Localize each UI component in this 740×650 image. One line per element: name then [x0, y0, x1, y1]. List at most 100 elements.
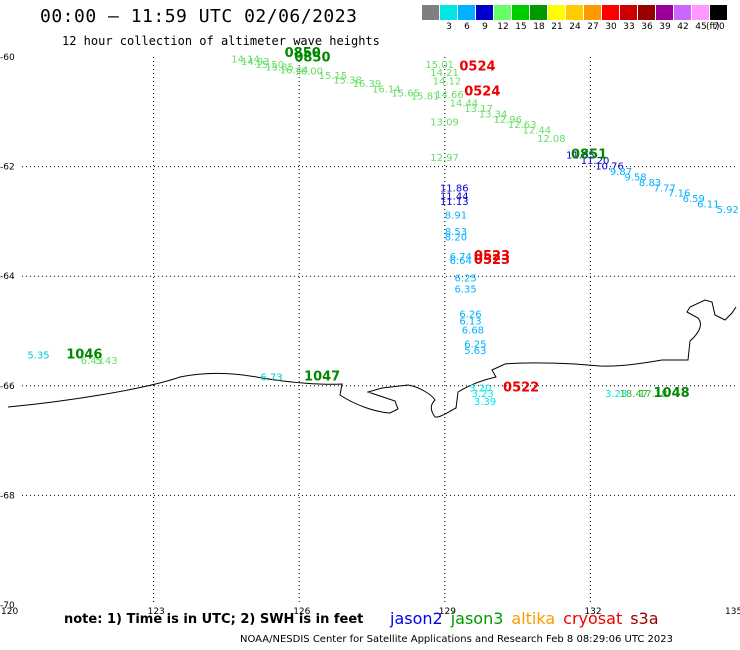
swh-value: 12.63 — [508, 120, 537, 131]
swh-value: 15.01 — [425, 60, 454, 71]
colorbar-swatch — [710, 5, 728, 20]
map-title: 00:00 – 11:59 UTC 02/06/2023 — [40, 6, 358, 27]
swh-value: 13.17 — [464, 104, 493, 115]
swh-value: 6.26 — [459, 309, 481, 320]
lon-tick-label: 120 — [1, 607, 18, 617]
colorbar-swatch — [494, 5, 512, 20]
swh-value: 6.43 — [81, 356, 103, 367]
colorbar-label: 36 — [641, 22, 653, 32]
swh-value: 11.86 — [440, 183, 469, 194]
colorbar-unit: (ft) — [706, 22, 720, 32]
satellite-cryosat: cryosat — [563, 609, 623, 628]
swh-value: 6.13 — [459, 316, 481, 327]
swh-value: 8.91 — [445, 211, 467, 222]
swh-value: 6.59 — [683, 194, 705, 205]
colorbar-swatch — [422, 5, 440, 20]
colorbar-label: 42 — [677, 22, 689, 32]
pass-time-label: 0524 — [459, 60, 495, 75]
satellite-altika: altika — [511, 609, 556, 628]
swh-value: 5.92 — [717, 205, 739, 216]
colorbar-swatch — [638, 5, 656, 20]
lat-tick-label: -60 — [0, 53, 15, 63]
colorbar-swatch — [530, 5, 548, 20]
colorbar-swatch — [548, 5, 566, 20]
swh-value: 16.00 — [294, 67, 323, 78]
swh-value: 6.11 — [697, 200, 719, 211]
lat-tick-label: -68 — [0, 491, 15, 501]
swh-value: 7.16 — [668, 189, 690, 200]
swh-value: 6.64 — [450, 256, 472, 267]
swh-value: 5.43 — [95, 356, 117, 367]
swh-value: 17.18 — [639, 389, 668, 400]
swh-value: 15.15 — [319, 71, 348, 82]
colorbar-label: 70 — [713, 22, 725, 32]
lat-tick-label: -64 — [0, 272, 15, 282]
swh-value: 11.85 — [566, 150, 595, 161]
swh-value: 12.44 — [522, 126, 551, 137]
swh-value: 14.21 — [430, 68, 459, 79]
lon-tick-label: 126 — [293, 607, 310, 617]
swh-value: 6.25 — [464, 339, 486, 350]
swh-value: 7.77 — [653, 183, 675, 194]
pass-time-label: 0850 — [294, 50, 330, 65]
colorbar-label: 3 — [446, 22, 452, 32]
lat-tick-label: -70 — [0, 601, 15, 611]
colorbar-swatch — [512, 5, 530, 20]
pass-time-label: 0523 — [474, 253, 510, 268]
colorbar-label: 12 — [497, 22, 509, 32]
colorbar-label: 33 — [623, 22, 635, 32]
graticule — [22, 57, 736, 605]
colorbar-label: 24 — [569, 22, 581, 32]
swh-value: 10.76 — [595, 161, 624, 172]
swh-value: 6.73 — [260, 372, 282, 383]
swh-value: 3.23 — [605, 389, 627, 400]
colorbar-label: 21 — [551, 22, 563, 32]
swh-value: 6.35 — [455, 285, 477, 296]
pass-time-label: 1046 — [66, 347, 102, 362]
swh-value: 6.74 — [450, 252, 472, 263]
colorbar-label: 27 — [587, 22, 599, 32]
swh-value: 12.08 — [537, 134, 566, 145]
swh-value: 13.09 — [430, 118, 459, 129]
pass-time-label: 0523 — [474, 249, 510, 264]
colorbar-label: 30 — [605, 22, 617, 32]
swh-value: 9.87 — [610, 167, 632, 178]
colorbar-swatch — [476, 5, 494, 20]
colorbar-swatch — [602, 5, 620, 20]
swh-value: 8.53 — [445, 227, 467, 238]
satellite-jason3: jason3 — [450, 609, 504, 628]
pass-time-label: 0850 — [285, 46, 321, 61]
lon-tick-label: 135 — [725, 607, 740, 617]
swh-value: 18.47 — [620, 389, 649, 400]
swh-value: 15.50 — [256, 60, 285, 71]
colorbar-swatch — [674, 5, 692, 20]
swh-value: 3.20 — [469, 383, 491, 394]
swh-value: 16.39 — [353, 79, 382, 90]
swh-value: 11.44 — [440, 191, 469, 202]
axis-ticks: 120 123 126 129 132 135 -60 -62 -64 -66 -68 -70 — [0, 53, 740, 617]
colorbar-label: 15 — [515, 22, 527, 32]
pass-time-label: 0851 — [571, 147, 607, 162]
swh-value: 14.44 — [450, 98, 479, 109]
swh-value: 13.34 — [479, 109, 508, 120]
swh-value: 14.12 — [433, 76, 462, 87]
swh-observations: 14.1414.9315.5015.8516.4416.0015.1515.38… — [27, 54, 738, 408]
pass-time-label: 0524 — [464, 84, 500, 99]
colorbar-label: 9 — [482, 22, 488, 32]
swh-value: 9.58 — [624, 172, 646, 183]
colorbar-swatch — [692, 5, 710, 20]
antarctic-coastline — [7, 299, 737, 418]
swh-value: 14.14 — [231, 54, 260, 65]
colorbar-label: 45 — [695, 22, 707, 32]
swh-value: 12.96 — [493, 115, 522, 126]
colorbar-swatch — [566, 5, 584, 20]
colorbar-swatch — [656, 5, 674, 20]
swh-value: 6.68 — [462, 326, 484, 337]
colorbar-swatch — [584, 5, 602, 20]
swh-value: 11.13 — [440, 197, 469, 208]
swh-value: 11.20 — [581, 156, 610, 167]
swh-value: 14.93 — [241, 57, 270, 68]
swh-value: 14.66 — [435, 90, 464, 101]
